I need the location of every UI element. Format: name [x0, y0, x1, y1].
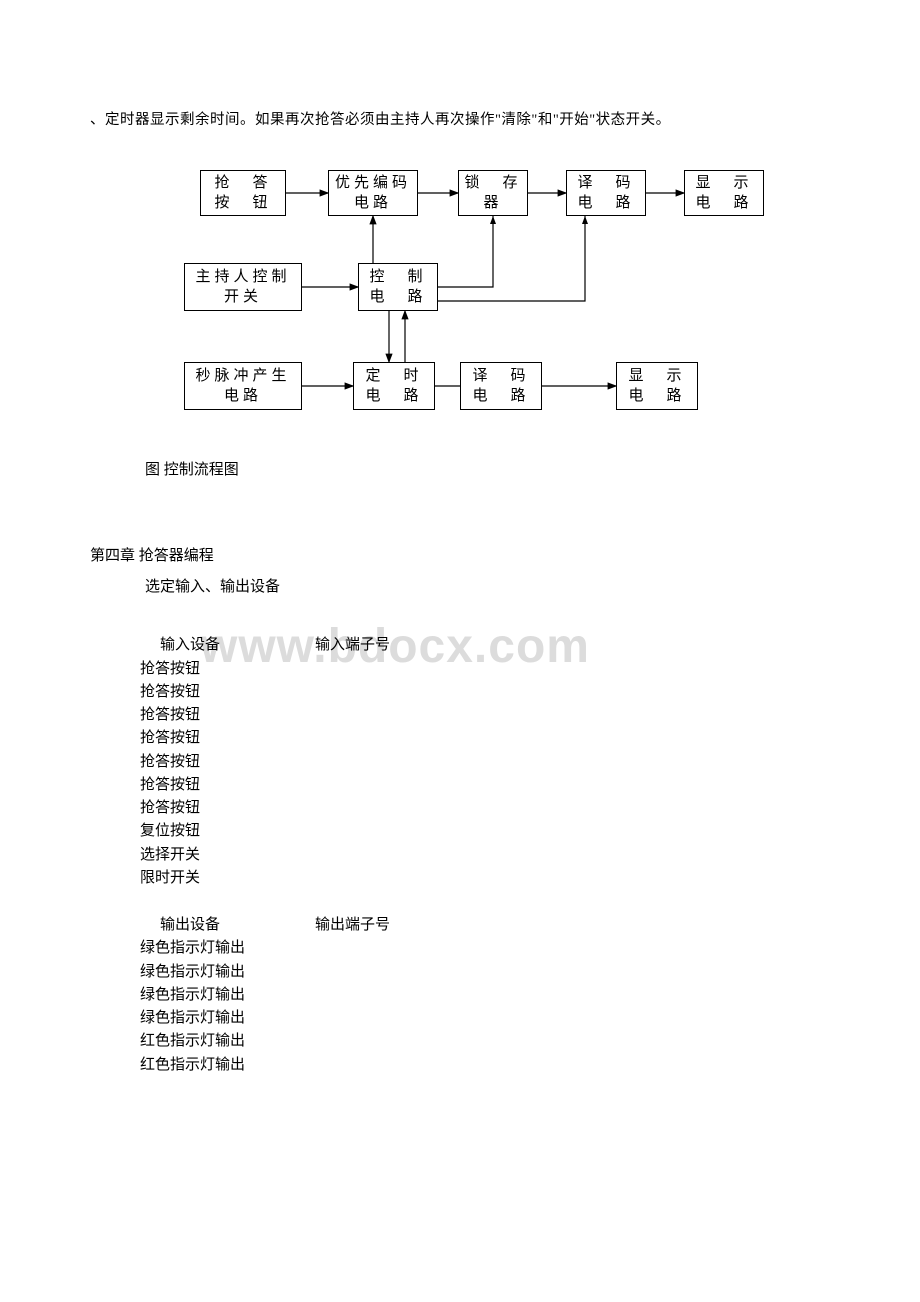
flowchart-box: 显 示电 路	[616, 362, 698, 410]
col-header-output-terminal: 输出端子号	[315, 914, 390, 937]
flowchart-box: 译 码电 路	[460, 362, 542, 410]
table-row: 抢答按钮	[140, 751, 830, 774]
table-header-row: 输入设备 输入端子号	[145, 634, 830, 657]
flowchart-box: 译 码电 路	[566, 170, 646, 216]
table-row: 绿色指示灯输出	[140, 937, 830, 960]
table-row: 绿色指示灯输出	[140, 1007, 830, 1030]
col-header-input-terminal: 输入端子号	[315, 634, 390, 657]
table-row: 抢答按钮	[140, 774, 830, 797]
table-row: 抢答按钮	[140, 704, 830, 727]
table-row: 抢答按钮	[140, 797, 830, 820]
table-row: 抢答按钮	[140, 727, 830, 750]
table-row: 绿色指示灯输出	[140, 984, 830, 1007]
table-row: 绿色指示灯输出	[140, 961, 830, 984]
chapter-heading: 第四章 抢答器编程	[90, 546, 830, 567]
table-header-row: 输出设备 输出端子号	[145, 914, 830, 937]
intro-paragraph: 、定时器显示剩余时间。如果再次抢答必须由主持人再次操作"清除"和"开始"状态开关…	[90, 110, 830, 130]
section-heading: 选定输入、输出设备	[145, 577, 830, 598]
flowchart-box: 主持人控制开关	[184, 263, 302, 311]
input-device-table: 输入设备 输入端子号 抢答按钮抢答按钮抢答按钮抢答按钮抢答按钮抢答按钮抢答按钮复…	[145, 634, 830, 890]
table-row: 限时开关	[140, 867, 830, 890]
flowchart-box: 抢 答按 钮	[200, 170, 286, 216]
flowchart-box: 显 示电 路	[684, 170, 764, 216]
table-row: 红色指示灯输出	[140, 1054, 830, 1077]
page-content: 、定时器显示剩余时间。如果再次抢答必须由主持人再次操作"清除"和"开始"状态开关…	[0, 0, 920, 1077]
output-device-table: 输出设备 输出端子号 绿色指示灯输出绿色指示灯输出绿色指示灯输出绿色指示灯输出红…	[145, 914, 830, 1077]
flowchart-box: 锁 存器	[458, 170, 528, 216]
table-row: 选择开关	[140, 844, 830, 867]
table-row: 抢答按钮	[140, 658, 830, 681]
flowchart-box: 秒脉冲产生电路	[184, 362, 302, 410]
col-header-output-device: 输出设备	[145, 914, 315, 937]
diagram-caption: 图 控制流程图	[145, 460, 830, 481]
table-row: 抢答按钮	[140, 681, 830, 704]
col-header-input-device: 输入设备	[145, 634, 315, 657]
table-row: 复位按钮	[140, 820, 830, 843]
flowchart-box: 定 时电 路	[353, 362, 435, 410]
flowchart-box: 优先编码电路	[328, 170, 418, 216]
table-row: 红色指示灯输出	[140, 1030, 830, 1053]
flowchart-box: 控 制电 路	[358, 263, 438, 311]
flowchart-diagram: 抢 答按 钮优先编码电路锁 存器译 码电 路显 示电 路主持人控制开关控 制电 …	[140, 160, 830, 440]
